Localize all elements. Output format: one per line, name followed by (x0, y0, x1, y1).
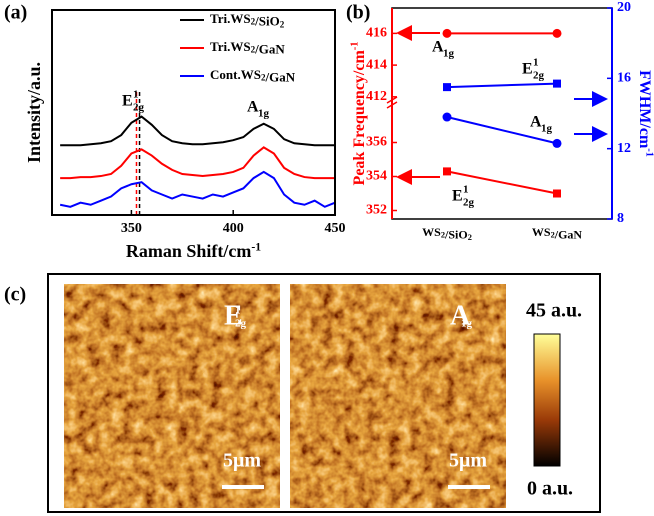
legend-label: Tri.WS2/SiO2 (210, 11, 285, 30)
annotation-base: E (122, 93, 133, 110)
heatmap-image (290, 284, 506, 508)
colorbar-max-label: 45 a.u. (526, 300, 582, 322)
point (443, 29, 452, 38)
y-tick-label: 414 (366, 57, 387, 72)
annotation-sub: 2g (235, 318, 247, 330)
point (553, 190, 561, 198)
x-tick-label: WS2/SiO2 (422, 225, 472, 242)
series-line (447, 84, 557, 88)
panel-label: (b) (346, 2, 370, 24)
x-tick-label: 400 (223, 221, 244, 236)
annotation-sup: 1 (463, 184, 469, 196)
annotation-sub: 2g (133, 102, 145, 114)
legend-label: Cont.WS2/GaN (210, 67, 296, 85)
point (443, 113, 452, 122)
scale-bar-label: 5μm (449, 450, 487, 472)
legend-label: Tri.WS2/GaN (210, 39, 285, 57)
x-axis-title: Raman Shift/cm-1 (126, 240, 261, 261)
colorbar (534, 334, 560, 466)
scale-bar-label: 5μm (223, 450, 261, 472)
y-tick-label: 352 (366, 203, 387, 218)
point (443, 167, 451, 175)
y-axis-title: Intensity/a.u. (24, 62, 44, 163)
annotation-sub: 2g (533, 70, 545, 82)
y2-tick-label: 8 (617, 211, 624, 226)
point (443, 83, 451, 91)
heatmap-image (64, 284, 280, 508)
y2-tick-label: 12 (617, 141, 631, 156)
annotation-sub: 2g (463, 197, 475, 209)
spectrum-line (60, 117, 335, 146)
y2-tick-label: 16 (617, 71, 631, 86)
y-tick-label: 416 (366, 26, 387, 41)
point (553, 80, 561, 88)
y-tick-label: 412 (366, 89, 387, 104)
y-tick-label: 356 (366, 135, 387, 150)
annotation-sup: 1 (533, 57, 539, 69)
plot-frame (52, 10, 335, 215)
point (553, 139, 562, 148)
y-tick-label: 354 (366, 169, 387, 184)
annotation-sub: 1g (461, 318, 473, 330)
annotation-sub: 1g (443, 48, 455, 60)
annotation-sup: 1 (133, 89, 139, 101)
panel-label: (a) (4, 2, 27, 24)
x-tick-label: 350 (121, 221, 142, 236)
spectrum-line (60, 172, 335, 207)
point (553, 29, 562, 38)
annotation-sup: 1 (235, 305, 241, 317)
panel-label: (c) (4, 284, 26, 306)
figure: (a) (b) (c) Tri.WS2/SiO2 Tri.WS2/GaN Cont.… (0, 0, 654, 516)
x-tick-label: WS2/GaN (532, 225, 583, 242)
y-axis-title: Peak Frequency/cm-1 (350, 42, 368, 186)
x-tick-label: 450 (325, 221, 346, 236)
colorbar-min-label: 0 a.u. (527, 478, 573, 500)
y2-tick-label: 20 (617, 0, 631, 15)
annotation-sub: 1g (258, 108, 270, 120)
annotation-base: E (452, 188, 463, 205)
plot-frame (392, 8, 612, 219)
spectrum-line (60, 147, 335, 178)
annotation-sub: 1g (541, 123, 553, 135)
y2-axis-title: FWHM/cm-1 (636, 70, 654, 157)
annotation-base: E (522, 61, 533, 78)
